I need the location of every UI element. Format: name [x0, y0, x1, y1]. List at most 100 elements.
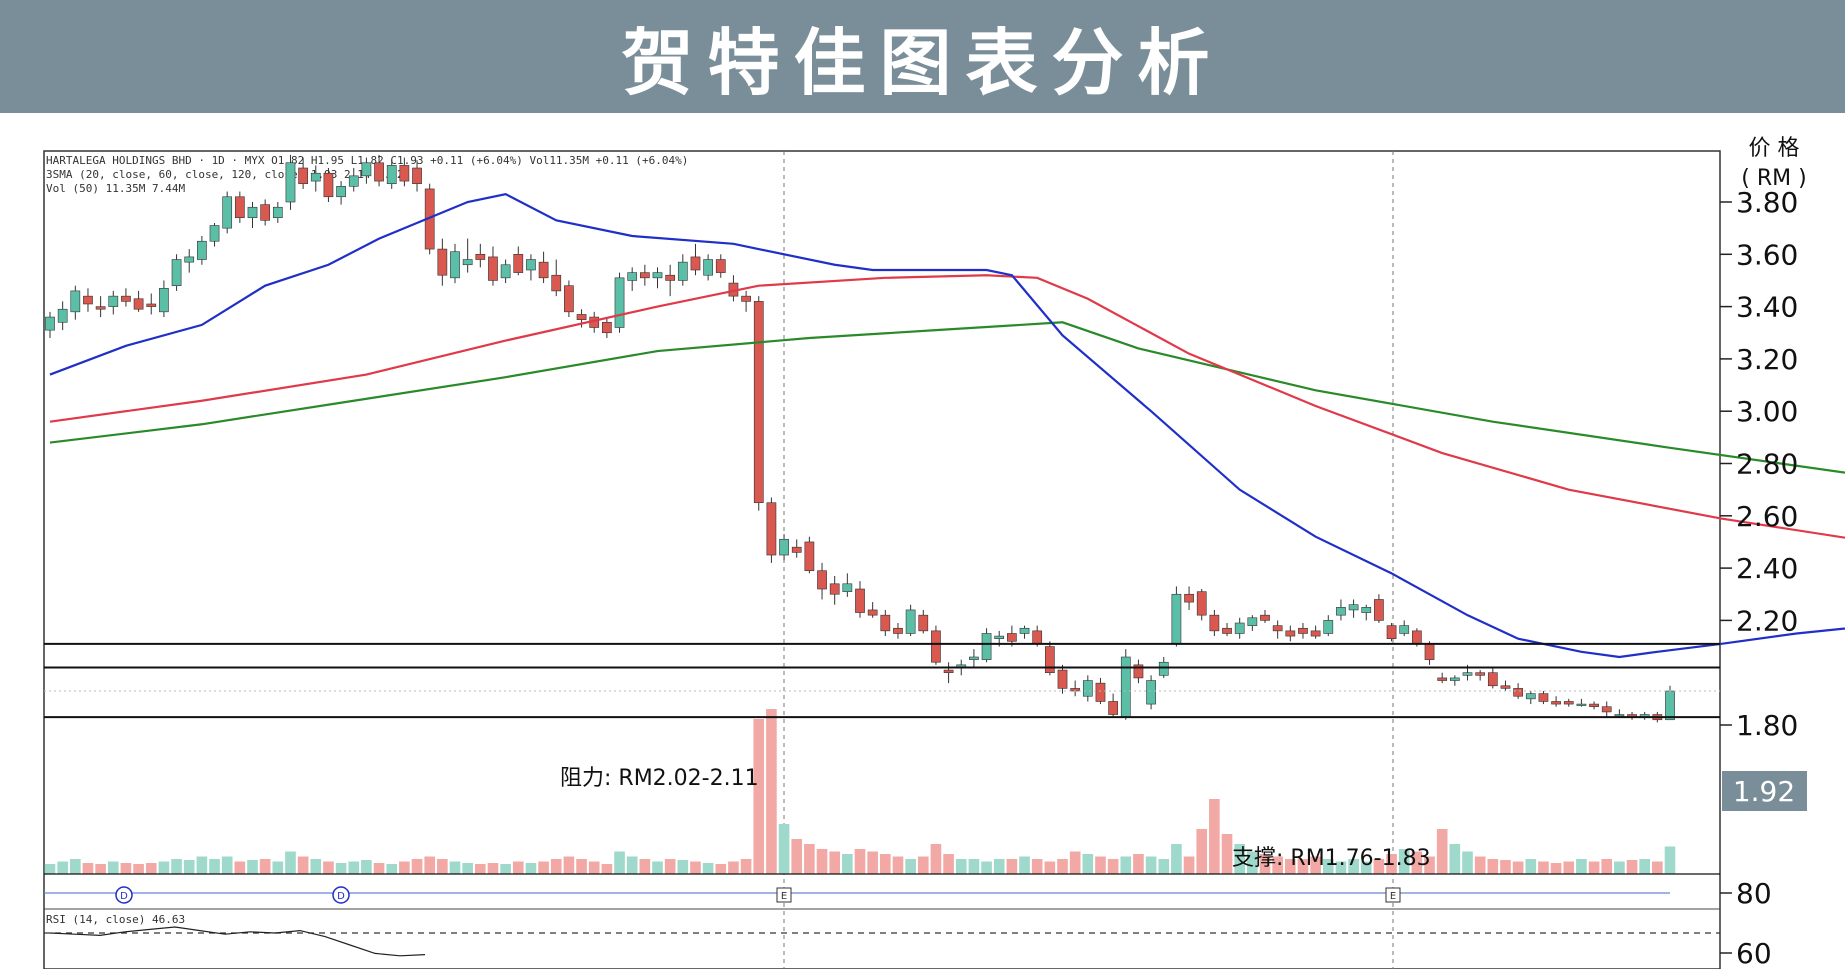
volume-bar: [1322, 859, 1334, 874]
volume-bar: [626, 856, 638, 874]
candle-body: [1513, 688, 1523, 697]
candle-body: [880, 614, 891, 632]
price-tick-label: 2.20: [1736, 604, 1798, 637]
volume-bar: [1360, 861, 1372, 874]
candle-body: [1209, 614, 1220, 632]
candle-body: [386, 165, 397, 184]
candle-body: [1247, 617, 1258, 626]
volume-bar: [361, 860, 372, 874]
candle-body: [969, 656, 979, 660]
candle-body: [45, 316, 55, 331]
volume-bar: [1512, 861, 1524, 874]
candle-body: [1082, 680, 1093, 697]
volume-bars: [44, 709, 1676, 894]
candle-body: [336, 186, 346, 198]
price-axis-label-line1: 价 格: [1749, 136, 1800, 161]
candle-body: [1348, 604, 1359, 611]
plot-frame: [43, 150, 1721, 969]
candle-body: [108, 295, 119, 307]
volume-bar: [171, 859, 182, 874]
candle-body: [842, 583, 853, 592]
candle-body: [551, 274, 562, 292]
candle-body: [399, 165, 410, 182]
candle-body: [1424, 643, 1435, 660]
candle-body: [1133, 664, 1144, 679]
volume-bar: [1221, 834, 1233, 874]
candle-body: [905, 609, 916, 634]
volume-bar: [449, 861, 461, 874]
candle-body: [665, 274, 676, 281]
volume-bar: [512, 861, 524, 874]
volume-bar: [778, 824, 790, 874]
rsi-line: [49, 926, 426, 957]
candle-body: [209, 225, 220, 242]
candle-body: [260, 204, 271, 221]
volume-bar: [1158, 859, 1170, 874]
candle-body: [1563, 701, 1574, 705]
candle-body: [893, 627, 903, 634]
volume-bar: [1614, 861, 1625, 874]
volume-bar: [614, 851, 625, 874]
candle-body: [1158, 661, 1169, 676]
event-marker-e1: E: [776, 887, 792, 903]
candle-body: [412, 167, 422, 184]
volume-bar: [1297, 859, 1309, 874]
candle-body: [159, 287, 169, 313]
volume-bar: [702, 863, 714, 874]
volume-bar: [95, 864, 106, 874]
price-tick-label: 3.60: [1736, 238, 1798, 271]
volume-bar: [791, 839, 803, 874]
volume-bar: [437, 859, 448, 874]
volume-bar: [107, 861, 119, 874]
volume-bar: [690, 861, 701, 874]
volume-bar: [1588, 861, 1600, 874]
volume-bar: [563, 856, 575, 874]
candle-body: [83, 295, 93, 305]
volume-bar: [804, 844, 815, 874]
volume-bar: [664, 859, 676, 874]
candle-body: [1386, 625, 1397, 640]
volume-bar: [57, 861, 68, 874]
candle-body: [1525, 693, 1536, 700]
volume-bar: [1525, 859, 1537, 874]
volume-bar: [1044, 861, 1056, 874]
volume-bar: [740, 859, 752, 874]
volume-bar: [728, 861, 739, 874]
candle-body: [1057, 669, 1068, 689]
volume-bar: [1335, 861, 1347, 874]
volume-bar: [1601, 859, 1613, 874]
candle-body: [1184, 593, 1194, 603]
volume-bar: [1006, 859, 1018, 874]
candle-body: [981, 633, 992, 660]
candle-body: [70, 290, 81, 313]
volume-bar: [474, 864, 486, 874]
candle-body: [1412, 630, 1422, 645]
volume-bar: [854, 849, 866, 874]
volume-bar: [588, 861, 600, 874]
candle-body: [1260, 614, 1270, 621]
volume-bar: [677, 860, 689, 874]
candle-body: [627, 272, 638, 281]
volume-bar: [1095, 856, 1106, 874]
volume-bar: [1462, 851, 1473, 874]
candle-body: [285, 162, 296, 203]
volume-bar: [1171, 844, 1182, 874]
candle-body: [1171, 593, 1182, 645]
volume-bar: [1107, 859, 1119, 874]
price-axis-ticks: 3.80 3.60 3.40 3.20 3.00 2.80 2.60 2.40 2.20 1.80…: [1720, 186, 1798, 969]
volume-bar: [69, 859, 81, 874]
candle-body: [1551, 701, 1561, 705]
volume-bar: [259, 859, 271, 874]
volume-bar: [158, 861, 170, 874]
svg-text:D: D: [120, 891, 128, 902]
volume-bar: [1652, 861, 1663, 874]
volume-bar: [285, 851, 296, 874]
volume-bar: [601, 864, 613, 874]
price-tick-label: 3.80: [1736, 186, 1798, 219]
price-tick-label: 3.20: [1736, 343, 1798, 376]
candle-body: [715, 259, 726, 273]
candle-body: [1007, 633, 1017, 642]
candle-body: [310, 172, 321, 182]
volume-bar: [335, 863, 347, 874]
volume-bar: [1500, 860, 1511, 874]
